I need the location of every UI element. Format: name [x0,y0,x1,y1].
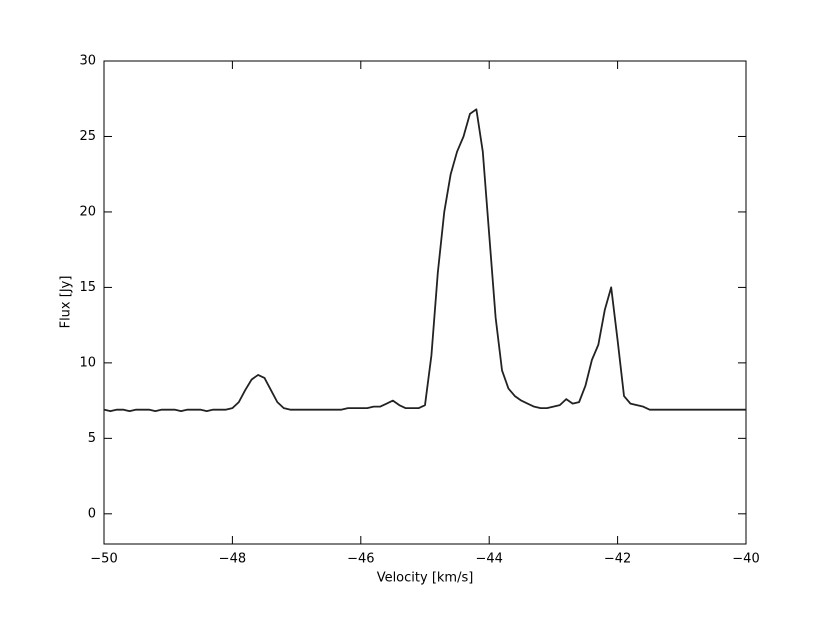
y-tick-label: 15 [79,280,96,295]
y-tick-label: 20 [79,204,96,219]
x-tick-label: −42 [604,552,631,567]
x-tick-label: −48 [219,552,246,567]
x-tick-label: −46 [347,552,374,567]
x-axis-label: Velocity [km/s] [377,571,474,586]
y-tick-label: 0 [88,506,96,521]
x-tick-label: −50 [90,552,117,567]
x-tick-label: −40 [732,552,759,567]
x-tick-label: −44 [475,552,502,567]
y-tick-label: 5 [88,431,96,446]
y-tick-label: 30 [79,54,96,69]
y-axis-label: Flux [Jy] [59,276,74,329]
y-tick-label: 25 [79,129,96,144]
y-tick-label: 10 [79,355,96,370]
plot-frame [103,60,747,545]
spectrum-line [103,108,746,413]
